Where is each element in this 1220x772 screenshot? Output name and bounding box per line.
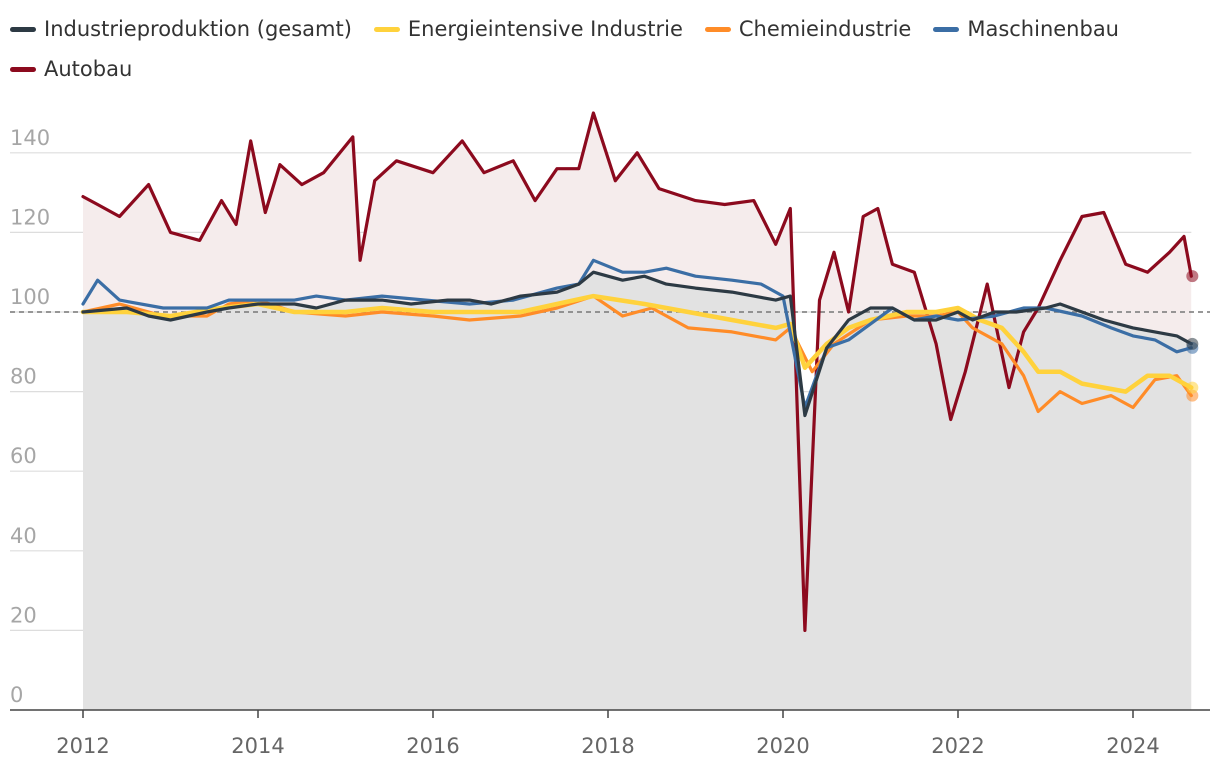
end-marker-industrieproduktion-gesamt — [1186, 337, 1199, 350]
end-marker-autobau — [1186, 270, 1199, 283]
line-maschinenbau — [81, 258, 1193, 410]
legend-label: Energieintensive Industrie — [407, 17, 683, 41]
y-tick-label-140: 140 — [10, 126, 50, 150]
legend-item-chemieindustrie: Chemieindustrie — [704, 14, 912, 44]
area-right-cover — [1191, 100, 1220, 710]
end-markers — [1186, 270, 1199, 402]
x-tick-label-2018: 2018 — [581, 734, 634, 758]
y-tick-label-80: 80 — [10, 365, 37, 389]
y-tick-label-100: 100 — [10, 285, 50, 309]
end-marker-energieintensive-industrie — [1186, 381, 1199, 394]
legend-swatch — [10, 26, 36, 32]
legend-swatch — [704, 26, 731, 32]
legend-label: Maschinenbau — [967, 17, 1119, 41]
legend-item-maschinenbau: Maschinenbau — [933, 14, 1119, 44]
x-tick-label-2022: 2022 — [931, 734, 984, 758]
legend-swatch — [933, 26, 960, 32]
legend-swatch — [373, 26, 400, 32]
x-tick-label-2024: 2024 — [1106, 734, 1159, 758]
x-tick-label-2016: 2016 — [406, 734, 459, 758]
legend-label: Autobau — [44, 57, 133, 81]
x-tick-label-2014: 2014 — [231, 734, 284, 758]
x-axis: 2012 2014 2016 2018 2020 2022 2024 — [10, 709, 1210, 758]
line-industrieproduktion-gesamt — [81, 270, 1193, 418]
legend-label: Chemieindustrie — [738, 17, 912, 41]
line-autobau — [81, 111, 1193, 633]
legend-label: Industrieproduktion (gesamt) — [44, 17, 352, 41]
area-industrieproduktion — [83, 272, 1192, 710]
x-tick-label-2012: 2012 — [56, 734, 109, 758]
legend: Industrieproduktion (gesamt) Energieinten… — [10, 14, 1210, 84]
y-tick-label-40: 40 — [10, 524, 37, 548]
y-tick-label-0: 0 — [10, 683, 23, 707]
x-tick-label-2020: 2020 — [756, 734, 809, 758]
legend-item-autobau: Autobau — [10, 54, 132, 84]
legend-item-industrieproduktion-gesamt: Industrieproduktion (gesamt) — [10, 14, 352, 44]
series-lines — [80, 111, 1194, 633]
legend-item-energieintensive-industrie: Energieintensive Industrie — [373, 14, 683, 44]
area-fills — [10, 100, 1220, 710]
y-tick-label-120: 120 — [10, 205, 50, 229]
y-tick-label-20: 20 — [10, 603, 37, 627]
legend-swatch — [10, 66, 36, 72]
y-axis-ticks: 0 20 40 60 80 100 120 140 — [10, 126, 50, 707]
y-tick-label-60: 60 — [10, 444, 37, 468]
